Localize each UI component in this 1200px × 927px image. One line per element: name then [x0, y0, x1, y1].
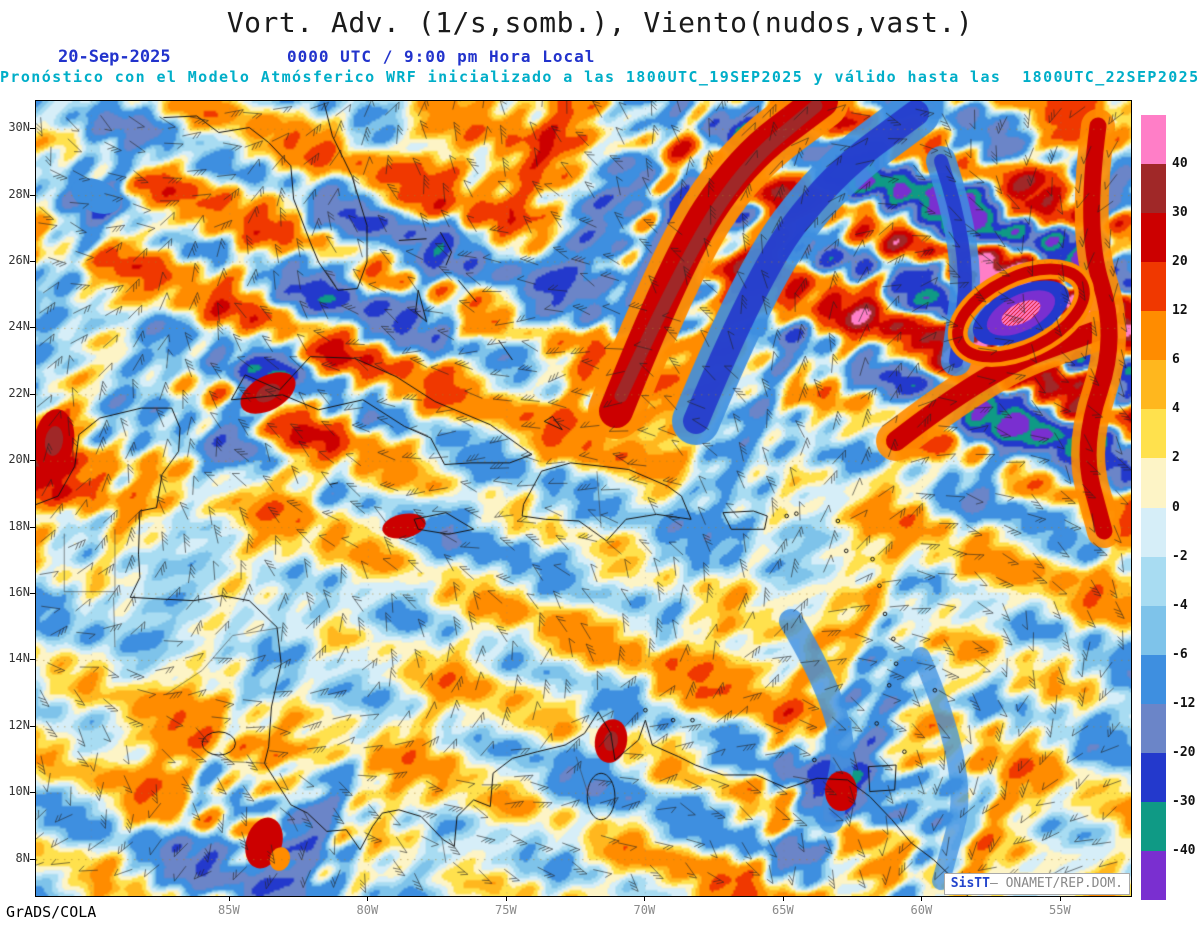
- axis-tick: [30, 858, 35, 860]
- axis-tick: [30, 460, 35, 462]
- lat-label: 28N: [8, 186, 30, 201]
- axis-tick: [30, 593, 35, 595]
- colorbar-segment: [1141, 703, 1166, 753]
- forecast-valid-time: 0000 UTC / 9:00 pm Hora Local: [287, 47, 596, 66]
- axis-tick: [30, 659, 35, 661]
- grads-credit: GrADS/COLA: [6, 903, 97, 921]
- axis-tick: [644, 896, 646, 901]
- lat-label: 12N: [8, 717, 30, 732]
- axis-tick: [921, 896, 923, 901]
- axis-tick: [1059, 896, 1061, 901]
- colorbar-tick-label: -6: [1172, 646, 1188, 662]
- lon-label: 65W: [772, 903, 794, 917]
- colorbar-segment: [1141, 850, 1166, 900]
- lon-label: 55W: [1049, 903, 1071, 917]
- colorbar-segment: [1141, 605, 1166, 655]
- chart-title: Vort. Adv. (1/s,somb.), Viento(nudos,vas…: [226, 6, 974, 39]
- lat-label: 14N: [8, 651, 30, 666]
- axis-tick: [30, 792, 35, 794]
- lon-label: 85W: [218, 903, 240, 917]
- axis-tick: [30, 725, 35, 727]
- colorbar-segment: [1141, 801, 1166, 851]
- colorbar-tick-label: 20: [1172, 254, 1188, 270]
- colorbar-tick-label: -2: [1172, 548, 1188, 564]
- lat-label: 16N: [8, 585, 30, 600]
- axis-tick: [30, 261, 35, 263]
- colorbar-tick-label: 6: [1172, 352, 1180, 368]
- colorbar-tick-label: -4: [1172, 597, 1188, 613]
- colorbar-segment: [1141, 409, 1166, 459]
- colorbar-tick-label: 4: [1172, 401, 1180, 417]
- axis-tick: [30, 526, 35, 528]
- axis-tick: [782, 896, 784, 901]
- brand-onamet: – ONAMET/REP.DOM.: [989, 876, 1123, 891]
- axis-tick: [30, 327, 35, 329]
- colorbar-tick-label: -20: [1172, 744, 1196, 760]
- brand-sis: Sis: [950, 876, 975, 891]
- colorbar-segment: [1141, 654, 1166, 704]
- colorbar-segment: [1141, 115, 1166, 165]
- lat-label: 8N: [15, 850, 30, 865]
- map-canvas: [36, 101, 1131, 896]
- colorbar-segment: [1141, 458, 1166, 508]
- lon-label: 80W: [356, 903, 379, 917]
- forecast-date: 20-Sep-2025: [58, 47, 171, 67]
- lon-label: 60W: [910, 903, 933, 917]
- colorbar-tick-label: -12: [1172, 695, 1196, 711]
- lon-label: 70W: [633, 903, 656, 917]
- colorbar-tick-label: -40: [1172, 842, 1196, 858]
- colorbar-tick-label: 30: [1172, 205, 1188, 221]
- brand-box: SisTT– ONAMET/REP.DOM.: [943, 873, 1130, 895]
- colorbar-segment: [1141, 213, 1166, 263]
- colorbar-tick-label: 0: [1172, 499, 1180, 515]
- colorbar-segment: [1141, 311, 1166, 361]
- lat-label: 26N: [8, 253, 30, 268]
- axis-tick: [30, 393, 35, 395]
- axis-tick: [228, 896, 230, 901]
- axis-tick: [505, 896, 507, 901]
- colorbar-segment: [1141, 360, 1166, 410]
- colorbar-tick-label: -30: [1172, 793, 1196, 809]
- lon-label: 75W: [495, 903, 517, 917]
- colorbar-tick-label: 2: [1172, 450, 1180, 466]
- lat-label: 20N: [8, 452, 30, 467]
- colorbar-segment: [1141, 556, 1166, 606]
- map-frame: SisTT– ONAMET/REP.DOM.: [35, 100, 1132, 897]
- colorbar-segment: [1141, 507, 1166, 557]
- axis-tick: [367, 896, 369, 901]
- model-run-description: Pronóstico con el Modelo Atmósferico WRF…: [0, 68, 1200, 86]
- colorbar-tick-label: 12: [1172, 303, 1188, 319]
- date-time-line: 20-Sep-2025 0000 UTC / 9:00 pm Hora Loca…: [0, 47, 1200, 67]
- colorbar-tick-label: 40: [1172, 156, 1188, 172]
- colorbar: [1141, 115, 1166, 900]
- axis-tick: [30, 128, 35, 130]
- axis-tick: [30, 194, 35, 196]
- lat-label: 22N: [8, 385, 30, 400]
- lat-label: 24N: [8, 319, 30, 334]
- colorbar-segment: [1141, 164, 1166, 214]
- brand-tt: TT: [974, 876, 990, 891]
- colorbar-segment: [1141, 262, 1166, 312]
- colorbar-segment: [1141, 752, 1166, 802]
- lat-label: 30N: [8, 120, 30, 135]
- lat-label: 18N: [8, 518, 30, 533]
- lat-label: 10N: [8, 784, 30, 799]
